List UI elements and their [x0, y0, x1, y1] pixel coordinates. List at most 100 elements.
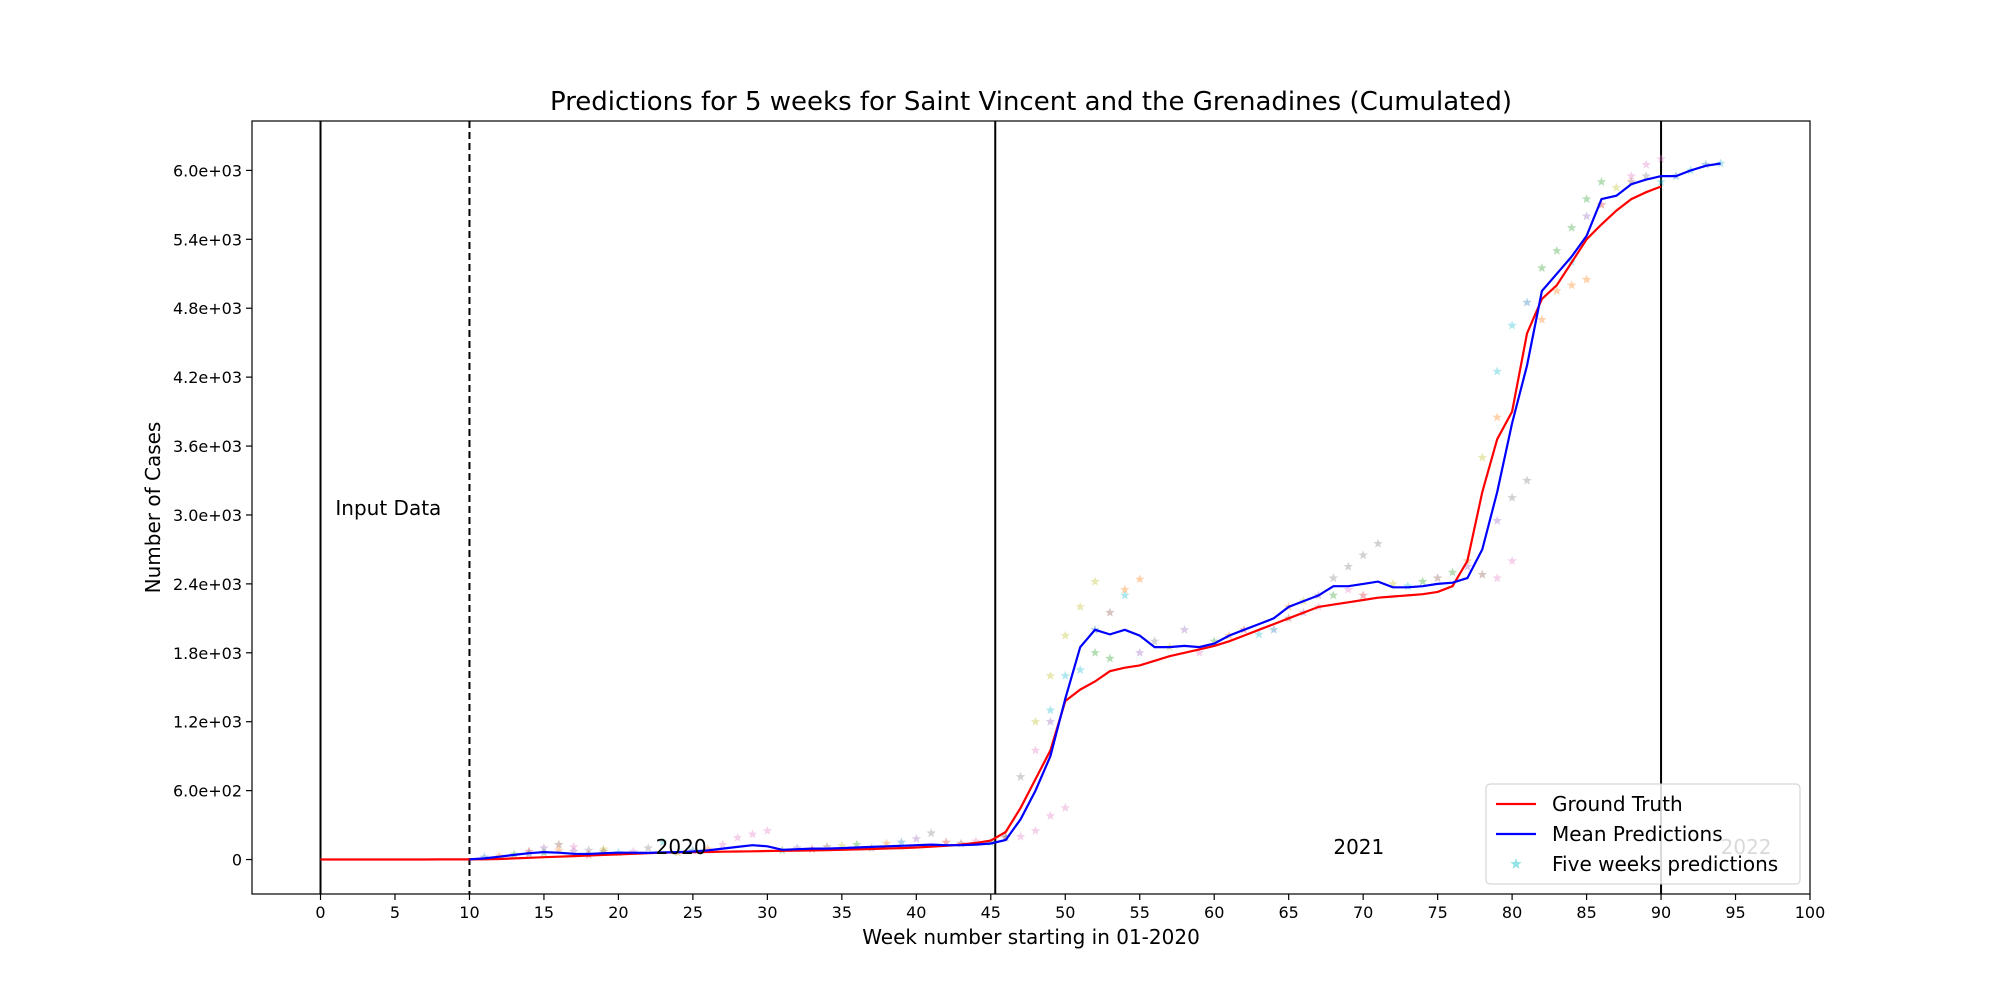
- prediction-point: [1269, 624, 1279, 634]
- prediction-point: [1432, 573, 1443, 583]
- prediction-point: [956, 838, 966, 848]
- prediction-point: [1552, 286, 1562, 295]
- prediction-point: [1522, 475, 1532, 485]
- prediction-point: [986, 837, 996, 847]
- prediction-point: [837, 840, 847, 850]
- y-tick-label: 1.8e+03: [173, 644, 242, 663]
- x-tick-label: 20: [608, 903, 628, 922]
- prediction-point: [1045, 670, 1056, 680]
- x-tick-label: 5: [390, 903, 400, 922]
- y-tick-label: 6.0e+03: [173, 161, 242, 180]
- prediction-point: [1552, 245, 1562, 255]
- prediction-point: [822, 841, 832, 851]
- prediction-point: [911, 833, 922, 843]
- prediction-point: [1358, 590, 1368, 600]
- prediction-point: [1641, 171, 1651, 181]
- prediction-point: [1030, 716, 1041, 726]
- prediction-point: [1701, 159, 1711, 169]
- x-axis-label: Week number starting in 01-2020: [862, 925, 1200, 949]
- prediction-point: [569, 841, 579, 851]
- prediction-point: [1596, 176, 1607, 186]
- legend-entry: Mean Predictions: [1552, 822, 1723, 846]
- prediction-point: [1656, 176, 1666, 186]
- prediction-point: [1328, 573, 1339, 583]
- axes: 0 5 10 15 20 25 30 35 40 45 50 55 60 65 70 75 80 85 90 95 10…: [173, 120, 1826, 922]
- prediction-point: [1015, 831, 1026, 841]
- x-tick-label: 10: [459, 903, 479, 922]
- plot-frame: [251, 120, 1811, 895]
- prediction-point: [1105, 653, 1115, 663]
- prediction-point: [1328, 590, 1339, 600]
- prediction-point: [1030, 825, 1041, 835]
- annotation-2021: 2021: [1333, 835, 1384, 859]
- prediction-point: [1462, 561, 1473, 571]
- y-tick-label: 2.4e+03: [173, 575, 242, 594]
- prediction-point: [1507, 492, 1517, 502]
- prediction-point: [1015, 771, 1026, 781]
- prediction-point: [1090, 647, 1100, 657]
- prediction-point: [1388, 578, 1398, 588]
- prediction-point: [1120, 584, 1130, 594]
- x-tick-label: 40: [906, 903, 926, 922]
- prediction-point: [1418, 576, 1428, 586]
- prediction-point: [1447, 567, 1458, 577]
- prediction-point: [1507, 555, 1517, 565]
- prediction-point: [598, 844, 609, 854]
- prediction-point: [1477, 452, 1488, 462]
- y-tick-label: 6.0e+02: [173, 782, 242, 801]
- prediction-point: [717, 839, 728, 849]
- prediction-point: [688, 845, 698, 855]
- y-tick-label: 3.6e+03: [173, 437, 242, 456]
- x-tick-label: 95: [1725, 903, 1745, 922]
- prediction-point: [1581, 274, 1592, 284]
- prediction-point: [1492, 515, 1502, 525]
- prediction-point: [479, 852, 490, 862]
- series-ground-truth-line: [320, 185, 1662, 861]
- prediction-point: [1135, 647, 1145, 657]
- x-tick-label: 85: [1576, 903, 1596, 922]
- prediction-point: [852, 839, 862, 849]
- prediction-point: [1060, 802, 1070, 812]
- x-tick-label: 35: [832, 903, 852, 922]
- prediction-point: [1060, 630, 1070, 640]
- prediction-point: [598, 846, 609, 856]
- prediction-point: [1194, 647, 1205, 657]
- prediction-point: [1090, 576, 1100, 586]
- y-tick-label: 4.2e+03: [173, 368, 242, 387]
- prediction-point: [1373, 538, 1383, 548]
- y-tick-label: 1.2e+03: [173, 713, 242, 732]
- prediction-point: [1596, 199, 1607, 209]
- x-tick-label: 55: [1130, 903, 1150, 922]
- prediction-point: [1581, 211, 1592, 221]
- y-axis-label: Number of Cases: [141, 422, 165, 594]
- prediction-point: [554, 845, 564, 855]
- x-tick-label: 50: [1055, 903, 1075, 922]
- prediction-point: [554, 839, 564, 849]
- prediction-point: [1566, 222, 1577, 232]
- y-tick-label: 5.4e+03: [173, 230, 242, 249]
- annotation-input-data: Input Data: [335, 496, 441, 520]
- prediction-point: [1626, 171, 1636, 181]
- prediction-point: [628, 846, 639, 856]
- prediction-point: [703, 844, 713, 854]
- prediction-point: [1030, 745, 1041, 755]
- prediction-point: [643, 843, 653, 853]
- prediction-point: [1254, 629, 1264, 639]
- prediction-point: [1403, 581, 1413, 591]
- x-tick-label: 45: [981, 903, 1001, 922]
- prediction-point: [732, 832, 743, 842]
- prediction-point: [896, 837, 907, 847]
- x-tick-label: 100: [1795, 903, 1826, 922]
- prediction-point: [1358, 550, 1368, 560]
- prediction-point: [1343, 584, 1353, 594]
- prediction-point: [1715, 158, 1726, 168]
- prediction-point: [524, 846, 534, 856]
- annotation-2020: 2020: [656, 835, 707, 859]
- prediction-point: [1149, 636, 1160, 646]
- x-tick-label: 75: [1427, 903, 1447, 922]
- prediction-point: [1000, 832, 1011, 842]
- prediction-point: [1120, 590, 1130, 600]
- prediction-point: [583, 845, 594, 855]
- plot-area: Input Data202020212022: [319, 121, 1772, 894]
